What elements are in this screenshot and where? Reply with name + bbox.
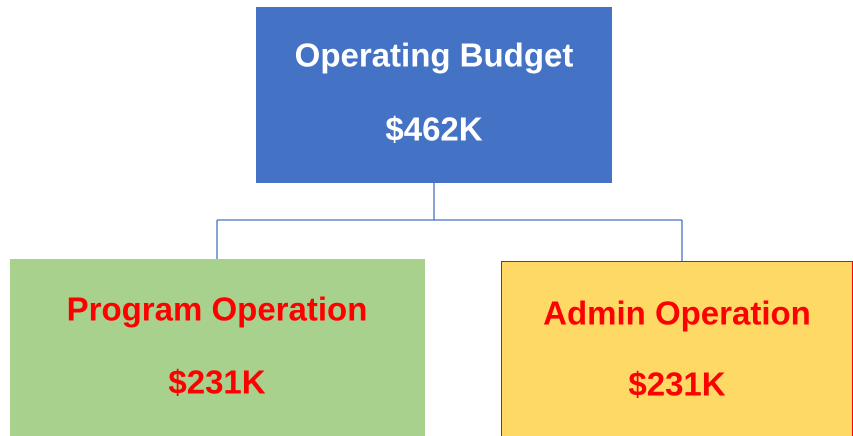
node-box (10, 259, 425, 436)
node-amount: $231K (168, 364, 265, 401)
node-amount: $231K (628, 366, 725, 403)
node-root: Operating Budget $462K (256, 7, 612, 183)
node-amount: $462K (385, 111, 482, 148)
node-label: Operating Budget (295, 37, 574, 74)
node-admin: Admin Operation $231K (501, 261, 853, 436)
node-label: Program Operation (67, 291, 368, 328)
node-box (256, 7, 612, 183)
node-label: Admin Operation (543, 295, 811, 332)
node-box (501, 261, 853, 436)
node-program: Program Operation $231K (10, 259, 425, 436)
connectors (216, 183, 683, 261)
